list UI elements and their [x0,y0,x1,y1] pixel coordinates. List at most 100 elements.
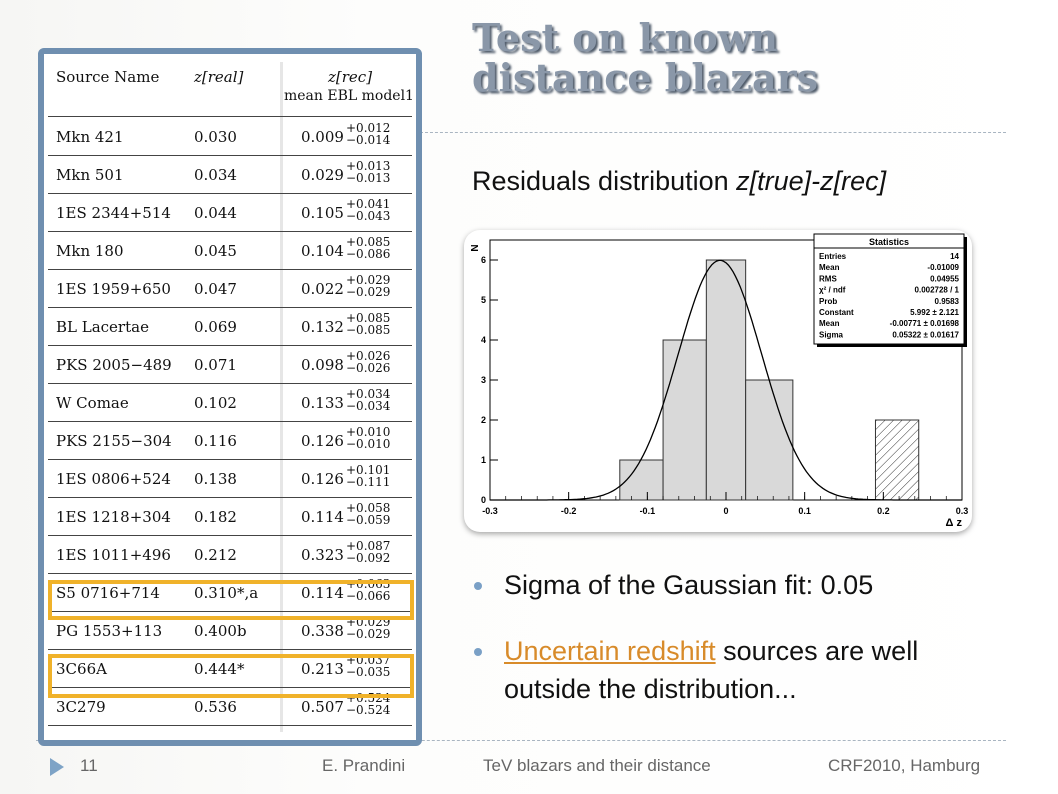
z-rec-value: 0.133 [301,394,344,412]
stats-value: 0.002728 / 1 [915,286,960,295]
source-name: PG 1553+113 [56,622,163,640]
error-lower: −0.029 [346,627,391,641]
stats-value: 0.04955 [930,274,959,283]
source-name: 1ES 1959+650 [56,280,171,298]
z-rec-error: +0.013 −0.013 [346,160,390,184]
y-tick-label: 2 [481,415,486,425]
error-lower: −0.013 [346,171,391,185]
header-source-name: Source Name [56,68,160,86]
row-rule [48,383,412,384]
z-real-value: 0.045 [194,242,237,260]
x-tick-label: 0.1 [798,506,811,516]
table-row: 1ES 1218+304 0.182 0.114 +0.058 −0.059 [44,498,416,536]
error-upper: +0.101 [346,463,391,477]
footer-talk-title: TeV blazars and their distance [483,756,711,775]
source-name: 3C66A [56,660,107,678]
source-name: PKS 2005−489 [56,356,172,374]
error-lower: −0.524 [346,703,391,717]
source-name: 1ES 1011+496 [56,546,171,564]
highlight-box-s5 [48,580,414,620]
row-rule [48,345,412,346]
error-lower: −0.059 [346,513,391,527]
header-zreal: z[real] [194,68,244,86]
x-tick-label: -0.2 [561,506,577,516]
z-rec-error: +0.087 −0.092 [346,540,390,564]
z-real-value: 0.071 [194,356,237,374]
error-upper: +0.013 [346,159,391,173]
error-lower: −0.026 [346,361,391,375]
histogram-panel: -0.3 -0.2 -0.1 0 0.1 0.2 0.3 0 1 2 3 4 5 6 N Δ z Statist… [464,230,972,532]
z-rec-value: 0.338 [301,622,344,640]
z-rec-error: +0.101 −0.111 [346,464,390,488]
table-row: Mkn 180 0.045 0.104 +0.085 −0.086 [44,232,416,270]
bullet-dot [474,648,482,656]
x-tick-label: -0.3 [482,506,498,516]
slide-subtitle: Residuals distribution z[true]-z[rec] [472,166,886,197]
row-rule [48,269,412,270]
source-name: 1ES 2344+514 [56,204,171,222]
y-tick-label: 4 [481,335,486,345]
error-upper: +0.041 [346,197,391,211]
histogram-bar [662,339,707,501]
table-row: W Comae 0.102 0.133 +0.034 −0.034 [44,384,416,422]
error-lower: −0.043 [346,209,391,223]
y-axis-label: N [470,244,481,251]
error-upper: +0.085 [346,235,391,249]
source-name: Mkn 180 [56,242,124,260]
z-rec-error: +0.058 −0.059 [346,502,390,526]
stats-value: -0.00771 ± 0.01698 [890,319,960,328]
stats-key: χ² / ndf [819,286,846,295]
x-axis-label: Δ z [946,517,963,529]
row-rule [48,725,412,726]
table-row: 1ES 1011+496 0.212 0.323 +0.087 −0.092 [44,536,416,574]
y-tick-label: 3 [481,375,486,385]
row-rule [48,497,412,498]
header-zrec: z[rec] [328,68,373,86]
source-name: BL Lacertae [56,318,149,336]
row-rule [48,421,412,422]
source-name: Mkn 421 [56,128,124,146]
residuals-histogram: -0.3 -0.2 -0.1 0 0.1 0.2 0.3 0 1 2 3 4 5 6N Δ z Statist… [470,233,968,529]
z-real-value: 0.030 [194,128,237,146]
y-tick-label: 1 [481,455,486,465]
y-tick-label: 6 [481,255,486,265]
z-real-value: 0.138 [194,470,237,488]
error-lower: −0.092 [346,551,391,565]
z-real-value: 0.182 [194,508,237,526]
row-rule [48,155,412,156]
z-rec-error: +0.029 −0.029 [346,274,390,298]
error-lower: −0.085 [346,323,391,337]
subtitle-text: Residuals distribution [472,166,737,196]
error-lower: −0.014 [346,133,391,147]
source-name: 3C279 [56,698,106,716]
error-upper: +0.029 [346,273,391,287]
header-zrec-model: mean EBL model1 [284,88,414,104]
table-row: 3C66A 0.444* 0.213 +0.037 −0.035 [44,650,416,688]
row-rule [48,231,412,232]
table-row: 3C279 0.536 0.507 +0.524 −0.524 [44,688,416,726]
z-rec-error: +0.041 −0.043 [346,198,390,222]
z-real-value: 0.044 [194,204,237,222]
table-row: 1ES 0806+524 0.138 0.126 +0.101 −0.111 [44,460,416,498]
z-real-value: 0.116 [194,432,237,450]
table-row: S5 0716+714 0.310*,a 0.114 +0.063 −0.066 [44,574,416,612]
z-real-value: 0.069 [194,318,237,336]
stats-title: Statistics [869,237,909,247]
z-rec-value: 0.126 [301,470,344,488]
table-row: PKS 2005−489 0.071 0.098 +0.026 −0.026 [44,346,416,384]
error-upper: +0.087 [346,539,391,553]
divider-bottom [36,740,1006,741]
highlight-box-3c66a [48,654,414,698]
slide-title: Test on known distance blazars [472,18,852,98]
z-real-value: 0.536 [194,698,237,716]
stats-box [813,233,965,345]
z-real-value: 0.047 [194,280,237,298]
stats-key: Prob [819,297,837,306]
error-upper: +0.034 [346,387,391,401]
z-rec-value: 0.132 [301,318,344,336]
z-rec-value: 0.114 [301,508,344,526]
error-lower: −0.111 [346,475,391,489]
uncertain-redshift-link[interactable]: Uncertain redshift [504,636,716,666]
source-name: Mkn 501 [56,166,124,184]
redshift-table: Source Name z[real] z[rec] mean EBL mode… [38,48,422,746]
